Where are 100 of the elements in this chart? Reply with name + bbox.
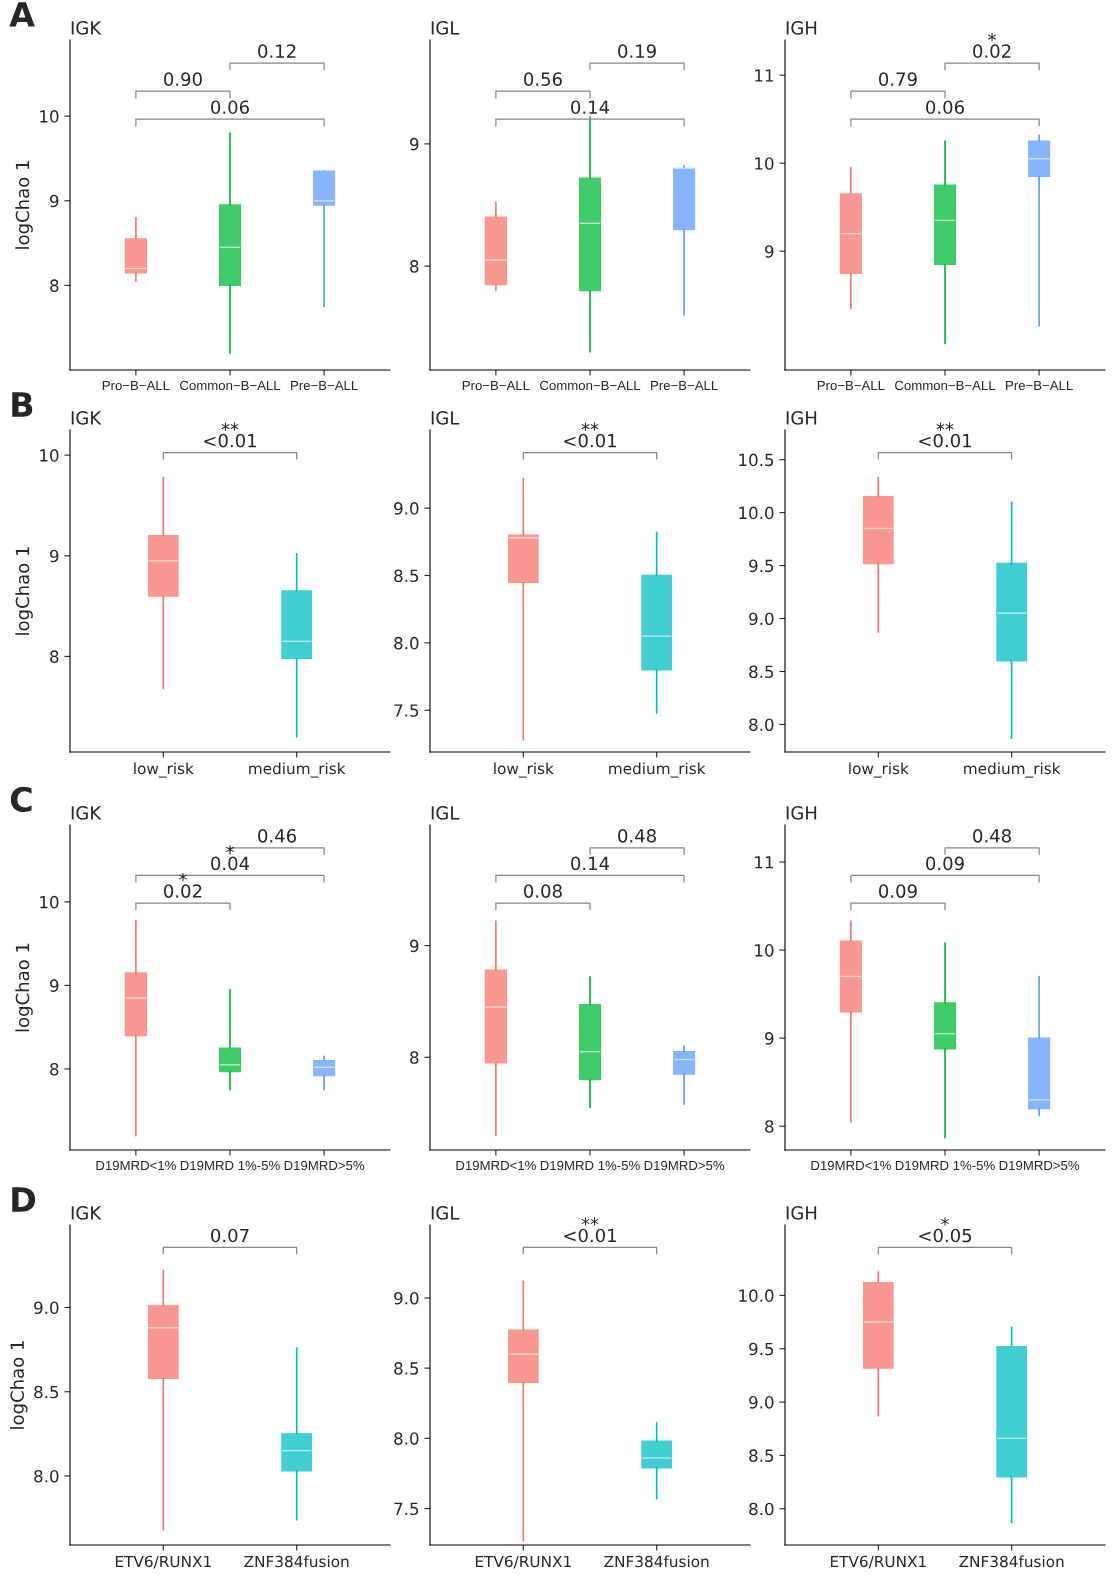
y-tick-label: 7.5 bbox=[394, 704, 419, 717]
x-tick-label: D19MRD 1%-5% bbox=[180, 1160, 280, 1171]
annotation: * 0.02 bbox=[973, 32, 1011, 58]
chart-title: IGH bbox=[786, 411, 817, 425]
y-tick-label: 11 bbox=[755, 856, 774, 869]
y-tick-label: 8 bbox=[50, 279, 59, 292]
y-tick-label: 9.0 bbox=[749, 1396, 774, 1409]
chart-title: IGK bbox=[71, 1206, 102, 1220]
y-tick-label: 8 bbox=[410, 1051, 419, 1064]
chart-subtitle: A bbox=[9, 2, 35, 27]
annotation: 0.09 bbox=[926, 856, 964, 871]
y-tick-label: 8 bbox=[765, 1120, 774, 1133]
y-tick-label: 8.0 bbox=[394, 636, 419, 650]
x-tick-label: Pro−B−ALL bbox=[817, 380, 885, 391]
chart-title: IGL bbox=[431, 411, 460, 425]
chart-subtitle: C bbox=[10, 786, 32, 813]
x-tick-label: low_risk bbox=[849, 762, 909, 778]
x-tick-label: Common−B−ALL bbox=[180, 380, 281, 391]
y-tick-label: 9.5 bbox=[749, 1342, 774, 1356]
annotation: 0.19 bbox=[618, 44, 656, 58]
chart-title: IGH bbox=[786, 1206, 817, 1220]
y-tick-label: 10.0 bbox=[739, 506, 774, 520]
y-tick-label: 8.0 bbox=[749, 718, 774, 732]
y-tick-label: 8.5 bbox=[394, 1362, 419, 1375]
x-tick-label: D19MRD<1% bbox=[96, 1160, 176, 1171]
annotation: * <0.05 bbox=[919, 1217, 972, 1243]
y-tick-label: 8.5 bbox=[749, 665, 774, 679]
x-tick-label: D19MRD>5% bbox=[644, 1160, 725, 1171]
y-tick-label: 8.5 bbox=[749, 1449, 774, 1462]
x-tick-label: Pro−B−ALL bbox=[102, 380, 170, 391]
x-tick-label: medium_risk bbox=[249, 762, 346, 778]
x-tick-label: ZNF384fusion bbox=[244, 1555, 349, 1568]
x-tick-label: D19MRD>5% bbox=[999, 1160, 1080, 1171]
annotation: 0.14 bbox=[571, 856, 610, 871]
y-tick-label: 10 bbox=[40, 449, 59, 462]
x-tick-label: medium_risk bbox=[609, 762, 706, 778]
x-tick-label: ETV6/RUNX1 bbox=[115, 1555, 211, 1569]
annotation: * 0.02 bbox=[164, 872, 202, 898]
chart-title: IGL bbox=[431, 806, 460, 820]
y-axis-title: logChao 1 bbox=[10, 1341, 28, 1429]
annotation: 0.79 bbox=[879, 72, 917, 86]
y-tick-label: 9.5 bbox=[749, 559, 774, 573]
y-tick-label: 8.0 bbox=[749, 1502, 774, 1516]
x-tick-label: medium_risk bbox=[964, 762, 1061, 778]
y-tick-label: 10 bbox=[755, 944, 774, 957]
chart-title: IGK bbox=[71, 806, 102, 820]
y-tick-label: 9.0 bbox=[394, 502, 419, 515]
annotation: 0.12 bbox=[258, 44, 296, 58]
y-tick-label: 9 bbox=[765, 245, 774, 258]
y-tick-label: 10 bbox=[40, 110, 59, 123]
y-tick-label: 11 bbox=[755, 69, 774, 82]
x-tick-label: low_risk bbox=[134, 762, 194, 778]
y-tick-label: 9 bbox=[765, 1032, 774, 1045]
x-tick-label: D19MRD>5% bbox=[284, 1160, 365, 1171]
y-tick-label: 9 bbox=[410, 939, 419, 953]
annotation: ** <0.01 bbox=[204, 422, 256, 448]
x-tick-label: ETV6/RUNX1 bbox=[475, 1555, 571, 1569]
y-tick-label: 9 bbox=[50, 549, 59, 563]
x-tick-label: Pre−B−ALL bbox=[651, 380, 718, 391]
annotation: 0.06 bbox=[211, 100, 249, 115]
x-tick-label: D19MRD 1%-5% bbox=[895, 1160, 995, 1171]
y-axis-title: logChao 1 bbox=[15, 943, 33, 1032]
annotation: 0.90 bbox=[164, 72, 202, 86]
x-tick-label: Pro−B−ALL bbox=[462, 380, 530, 391]
y-tick-label: 7.5 bbox=[394, 1502, 419, 1516]
y-tick-label: 9 bbox=[410, 137, 419, 151]
annotation: * 0.04 bbox=[211, 845, 250, 871]
chart-subtitle: B bbox=[12, 392, 33, 417]
chart-title: IGL bbox=[431, 21, 460, 35]
annotation: 0.07 bbox=[211, 1228, 249, 1243]
x-tick-label: ZNF384fusion bbox=[604, 1555, 709, 1568]
x-tick-label: low_risk bbox=[494, 762, 554, 778]
y-tick-label: 10.0 bbox=[739, 1289, 774, 1302]
x-tick-label: ETV6/RUNX1 bbox=[830, 1555, 926, 1569]
chart-title: IGH bbox=[786, 806, 817, 820]
annotation: 0.56 bbox=[524, 72, 562, 86]
annotation: 0.48 bbox=[618, 828, 656, 843]
x-tick-label: ZNF384fusion bbox=[959, 1555, 1064, 1568]
y-tick-label: 8 bbox=[50, 650, 59, 663]
x-tick-label: Pre−B−ALL bbox=[291, 380, 358, 391]
x-tick-label: Pre−B−ALL bbox=[1006, 380, 1073, 391]
chart-title: IGK bbox=[71, 411, 102, 425]
y-tick-label: 10.5 bbox=[739, 453, 774, 467]
y-tick-label: 9 bbox=[50, 194, 59, 208]
y-tick-label: 8 bbox=[410, 260, 419, 273]
annotation: 0.14 bbox=[571, 100, 610, 115]
x-tick-label: Common−B−ALL bbox=[540, 380, 641, 391]
x-tick-label: Common−B−ALL bbox=[895, 380, 996, 391]
annotation: 0.46 bbox=[258, 828, 297, 843]
annotation: ** <0.01 bbox=[564, 422, 616, 448]
chart-subtitle: D bbox=[12, 1187, 36, 1212]
chart-title: IGH bbox=[786, 21, 817, 35]
chart-title: IGL bbox=[431, 1206, 460, 1220]
y-tick-label: 9 bbox=[50, 979, 59, 992]
x-tick-label: D19MRD 1%-5% bbox=[540, 1160, 640, 1171]
y-axis-title: logChao 1 bbox=[15, 547, 33, 635]
y-tick-label: 8.5 bbox=[394, 569, 419, 583]
annotation: 0.08 bbox=[524, 884, 562, 898]
y-tick-label: 10 bbox=[40, 895, 59, 909]
annotation: ** <0.01 bbox=[564, 1217, 616, 1243]
